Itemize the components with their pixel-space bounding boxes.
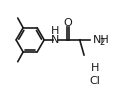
Text: N: N [51, 35, 60, 45]
Text: 2: 2 [100, 38, 105, 47]
Text: H: H [91, 63, 99, 73]
Text: Cl: Cl [89, 76, 100, 86]
Text: NH: NH [93, 35, 109, 45]
Text: H: H [51, 26, 60, 36]
Text: O: O [64, 18, 72, 28]
